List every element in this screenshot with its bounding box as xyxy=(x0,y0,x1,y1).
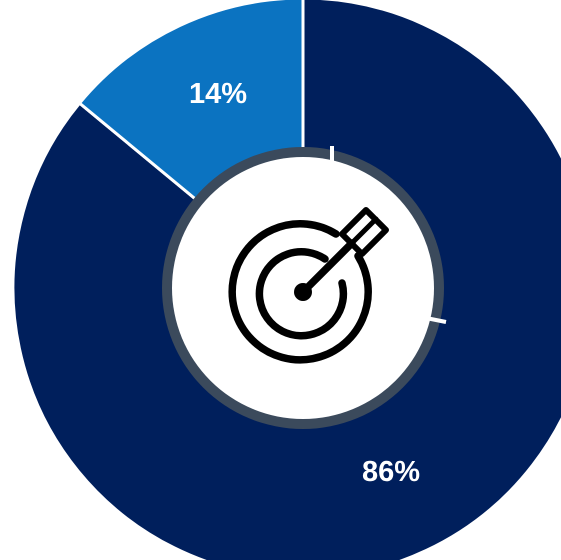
slice-label-14: 14% xyxy=(189,78,247,110)
slice-labels: 86% 14% xyxy=(189,78,420,488)
slice-label-86: 86% xyxy=(362,456,420,488)
target-icon xyxy=(228,207,389,364)
